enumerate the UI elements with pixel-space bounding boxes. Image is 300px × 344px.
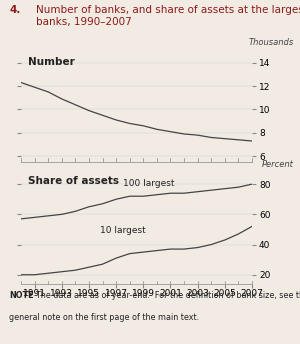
Text: 100 largest: 100 largest	[123, 179, 174, 188]
Text: general note on the first page of the main text.: general note on the first page of the ma…	[9, 313, 199, 322]
Text: 10 largest: 10 largest	[100, 226, 145, 235]
Text: Thousands: Thousands	[248, 38, 294, 47]
Text: Share of assets: Share of assets	[28, 176, 119, 186]
Text: Number of banks, and share of assets at the largest
banks, 1990–2007: Number of banks, and share of assets at …	[36, 5, 300, 27]
Text: NOTE: NOTE	[9, 291, 34, 300]
Text: Percent: Percent	[262, 160, 294, 169]
Text: Number: Number	[28, 56, 75, 67]
Text: 4.: 4.	[9, 5, 20, 15]
Text: The data are as of year-end.  For the definition of bank size, see the: The data are as of year-end. For the def…	[31, 291, 300, 300]
